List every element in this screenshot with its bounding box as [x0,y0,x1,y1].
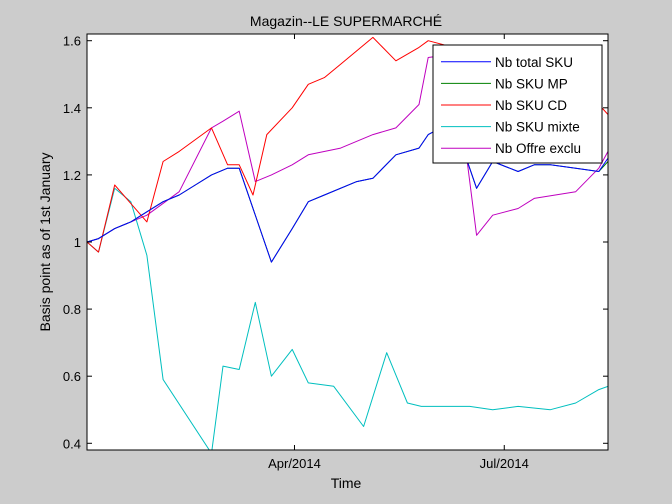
legend-label-nb-sku-cd: Nb SKU CD [495,98,567,113]
y-tick-label: 0.4 [63,436,81,451]
series-line-nb-offre-exclu [87,53,608,243]
legend: Nb total SKU Nb SKU MP Nb SKU CD Nb SKU mix… [432,44,603,164]
x-tick-label: Apr/2014 [268,456,321,471]
y-tick-label: 1 [74,235,81,250]
series-line-nb-total-sku [87,120,608,263]
legend-box [432,44,603,164]
legend-label-nb-sku-mp: Nb SKU MP [495,76,568,91]
x-axis-label: Time [331,475,362,491]
x-tick-label: Jul/2014 [480,456,529,471]
y-tick-label: 0.8 [63,302,81,317]
y-axis-label: Basis point as of 1st January [37,153,53,332]
series-line-nb-sku-mixte [87,187,608,450]
y-tick-label: 1.6 [63,34,81,49]
axis-layer: 0.4 0.6 0.8 1 1.2 1.4 1.6 Apr/2014 Jul/2014 [63,34,608,471]
y-tick-label: 0.6 [63,369,81,384]
legend-label-nb-sku-mixte: Nb SKU mixte [495,120,580,135]
chart-title: Magazin--LE SUPERMARCHÉ [250,13,442,29]
legend-label-nb-total-sku: Nb total SKU [495,55,573,70]
legend-label-nb-offre-exclu: Nb Offre exclu [495,141,581,156]
y-tick-label: 1.2 [63,168,81,183]
y-tick-label: 1.4 [63,101,81,116]
